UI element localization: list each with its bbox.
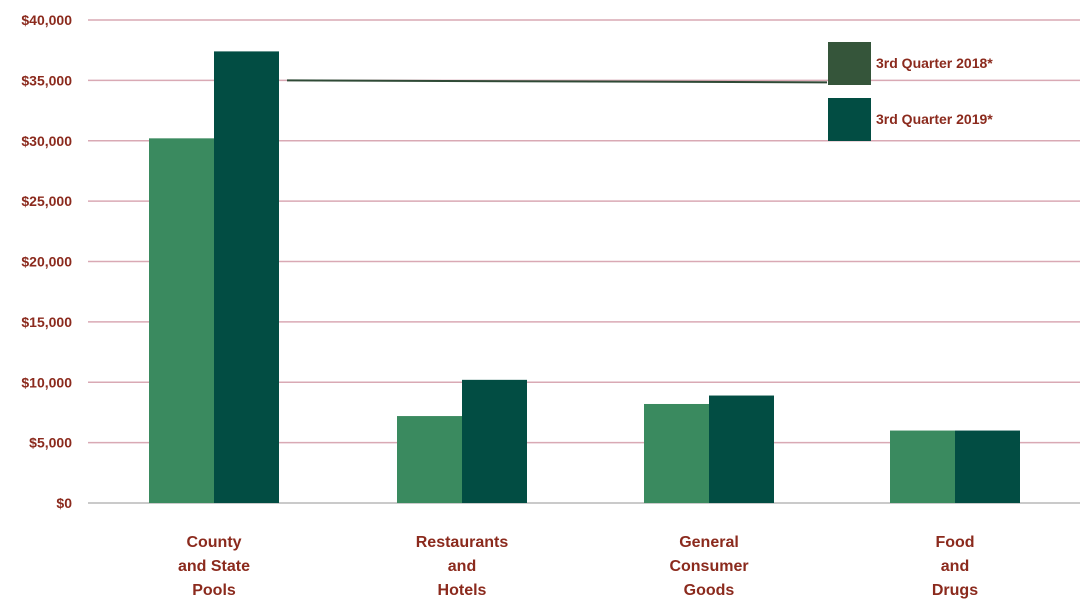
x-category-label-line: General — [679, 534, 739, 551]
y-tick-label: $20,000 — [21, 254, 72, 270]
legend-swatch-2019 — [828, 98, 871, 141]
x-category-label: Food and Drugs — [932, 534, 978, 599]
y-tick-label: $10,000 — [21, 374, 72, 390]
bar-2019 — [462, 379, 527, 503]
x-category-label: General Consumer Goods — [669, 534, 748, 599]
y-tick-label: $30,000 — [21, 133, 72, 149]
legend-swatch-2018 — [828, 42, 871, 85]
x-category-label-line: Drugs — [932, 582, 978, 599]
legend-leader-line — [286, 79, 828, 84]
legend-label-2018: 3rd Quarter 2018* — [876, 55, 993, 71]
x-category-label-line: Restaurants — [416, 534, 509, 551]
bar-2019 — [214, 51, 279, 504]
y-tick-label: $25,000 — [21, 193, 72, 209]
x-category-label-line: Hotels — [438, 582, 487, 599]
bar-2018 — [890, 430, 955, 503]
x-category-label-line: Consumer — [669, 558, 748, 575]
bar-2018 — [644, 403, 709, 503]
bars — [149, 51, 1020, 504]
x-category-label-line: Food — [935, 534, 974, 551]
y-axis-tick-labels: $0 $5,000 $10,000 $15,000 $20,000 $25,000 $30,… — [21, 12, 72, 511]
y-tick-label: $15,000 — [21, 314, 72, 330]
bar-2019 — [955, 430, 1020, 503]
legend-label-2019: 3rd Quarter 2019* — [876, 111, 993, 127]
x-category-label-line: and — [941, 558, 969, 575]
x-category-label-line: and State — [178, 558, 250, 575]
x-category-label: County and State Pools — [178, 534, 250, 599]
x-category-label-line: County — [186, 534, 241, 551]
x-category-label: Restaurants and Hotels — [416, 534, 509, 599]
x-category-label-line: and — [448, 558, 476, 575]
x-category-label-line: Goods — [684, 582, 735, 599]
y-tick-label: $35,000 — [21, 72, 72, 88]
bar-2018 — [149, 138, 214, 503]
bar-2019 — [709, 395, 774, 503]
y-tick-label: $5,000 — [29, 435, 72, 451]
y-tick-label: $0 — [56, 495, 72, 511]
bar-2018 — [397, 416, 462, 503]
y-tick-label: $40,000 — [21, 12, 72, 28]
legend: 3rd Quarter 2018* 3rd Quarter 2019* — [286, 42, 993, 141]
x-category-label-line: Pools — [192, 582, 236, 599]
x-axis-category-labels: County and State Pools Restaurants and Hotels… — [178, 534, 978, 599]
